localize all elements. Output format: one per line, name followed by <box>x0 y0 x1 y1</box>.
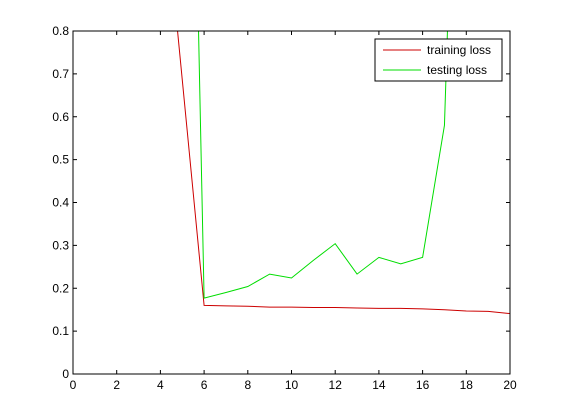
series-layer <box>177 31 510 315</box>
series-line-0 <box>177 31 510 315</box>
legend-label-0: training loss <box>427 43 491 57</box>
legend: training loss testing loss <box>374 38 503 82</box>
y-tick-label: 0.2 <box>52 281 69 295</box>
plot-area <box>73 31 510 374</box>
y-tick-label: 0.5 <box>52 153 69 167</box>
legend-box <box>374 38 503 82</box>
x-tick-label: 16 <box>416 378 430 392</box>
x-tick-label: 4 <box>157 378 164 392</box>
y-axis: 0 0.1 0.2 0.3 0.4 0.5 0.6 0.7 0.8 <box>52 24 510 381</box>
x-tick-label: 12 <box>329 378 343 392</box>
y-tick-label: 0 <box>62 367 69 381</box>
x-tick-label: 20 <box>503 378 517 392</box>
y-tick-label: 0.3 <box>52 238 69 252</box>
legend-label-1: testing loss <box>427 63 487 77</box>
y-tick-label: 0.8 <box>52 24 69 38</box>
x-axis: 0 2 4 6 8 10 12 14 16 18 20 <box>70 31 517 392</box>
x-tick-label: 0 <box>70 378 77 392</box>
x-tick-label: 18 <box>460 378 474 392</box>
y-tick-label: 0.7 <box>52 67 69 81</box>
y-tick-label: 0.6 <box>52 110 69 124</box>
x-tick-label: 14 <box>372 378 386 392</box>
x-tick-label: 6 <box>201 378 208 392</box>
x-tick-label: 10 <box>285 378 299 392</box>
x-tick-label: 8 <box>244 378 251 392</box>
y-tick-label: 0.1 <box>52 324 69 338</box>
x-tick-label: 2 <box>113 378 120 392</box>
y-tick-label: 0.4 <box>52 196 69 210</box>
series-line-1 <box>198 31 448 299</box>
